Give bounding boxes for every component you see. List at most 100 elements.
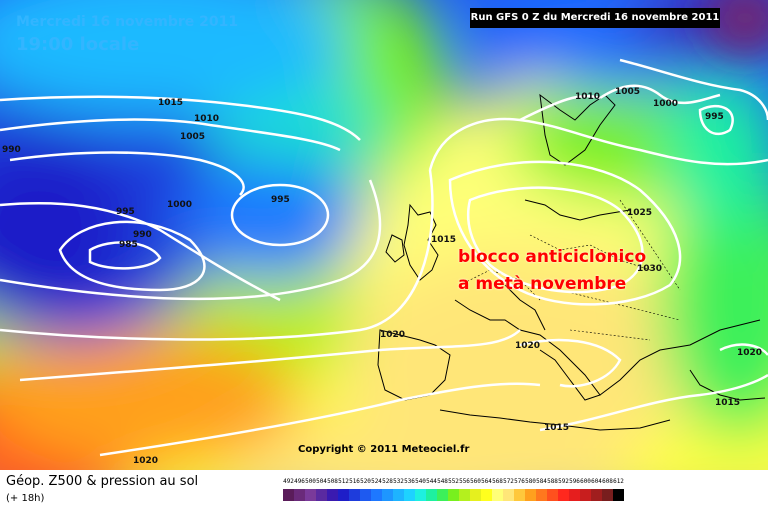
scale-swatch <box>305 489 316 501</box>
scale-swatch <box>415 489 426 501</box>
coastlines <box>377 93 766 431</box>
isobars <box>0 58 768 457</box>
scale-label: 568 <box>492 478 503 485</box>
isobar-label: 1030 <box>637 264 663 274</box>
scale-swatch <box>558 489 569 501</box>
scale-label: 516 <box>349 478 360 485</box>
scale-label: 536 <box>404 478 415 485</box>
scale-swatch <box>327 489 338 501</box>
isobar-label: 1000 <box>167 200 193 210</box>
scale-swatch <box>393 489 404 501</box>
scale-label: 524 <box>371 478 382 485</box>
isobar-label: 1000 <box>653 99 679 109</box>
isobar-label: 990 <box>133 230 152 240</box>
isobar-label: 1020 <box>380 330 406 340</box>
scale-label: 512 <box>338 478 349 485</box>
parameter-title: Géop. Z500 & pression au sol <box>6 474 199 489</box>
forecast-hour: (+ 18h) <box>6 493 45 504</box>
copyright-notice: Copyright © 2011 Meteociel.fr <box>298 444 470 455</box>
scale-swatch <box>448 489 459 501</box>
scale-label: 600 <box>580 478 591 485</box>
scale-swatch <box>294 489 305 501</box>
color-scale <box>283 489 624 501</box>
scale-swatch <box>569 489 580 501</box>
scale-label: 532 <box>393 478 404 485</box>
geopotential-field <box>0 0 768 470</box>
scale-label: 548 <box>437 478 448 485</box>
isobar-label: 985 <box>119 240 138 250</box>
model-run-label: Run GFS 0 Z du Mercredi 16 novembre 2011 <box>470 8 720 28</box>
isobar-label: 1015 <box>158 98 184 108</box>
map-local-time: 19:00 locale <box>16 34 140 55</box>
cold-core <box>705 0 768 53</box>
scale-label: 520 <box>360 478 371 485</box>
scale-label: 608 <box>602 478 613 485</box>
scale-swatch <box>371 489 382 501</box>
scale-label: 592 <box>558 478 569 485</box>
isobar-label: 1010 <box>575 92 601 102</box>
scale-swatch <box>459 489 470 501</box>
scale-label: 612 <box>613 478 624 485</box>
isobar-label: 995 <box>705 112 724 122</box>
map-date: Mercredi 16 novembre 2011 <box>16 14 239 30</box>
scale-label: 508 <box>327 478 338 485</box>
scale-swatch <box>536 489 547 501</box>
scale-swatch <box>360 489 371 501</box>
isobar-label: 1005 <box>180 132 206 142</box>
scale-swatch <box>613 489 624 501</box>
annotation-line-1: blocco anticiclonico <box>458 247 647 267</box>
scale-label: 580 <box>525 478 536 485</box>
scale-swatch <box>338 489 349 501</box>
scale-swatch <box>316 489 327 501</box>
scale-label: 556 <box>459 478 470 485</box>
scale-swatch <box>503 489 514 501</box>
scale-swatch <box>547 489 558 501</box>
scale-swatch <box>283 489 294 501</box>
scale-swatch <box>492 489 503 501</box>
scale-label: 572 <box>503 478 514 485</box>
annotation-line-2: a metà novembre <box>458 274 627 294</box>
isobar-label: 990 <box>2 145 21 155</box>
isobar-label: 1020 <box>515 341 541 351</box>
scale-label: 576 <box>514 478 525 485</box>
isobar-label: 995 <box>271 195 290 205</box>
scale-swatch <box>437 489 448 501</box>
scale-swatch <box>481 489 492 501</box>
scale-label: 504 <box>316 478 327 485</box>
scale-label: 544 <box>426 478 437 485</box>
scale-label: 584 <box>536 478 547 485</box>
scale-swatch <box>426 489 437 501</box>
isobar-label: 1015 <box>431 235 457 245</box>
isobar-label: 1025 <box>627 208 653 218</box>
scale-swatch <box>349 489 360 501</box>
scale-label: 528 <box>382 478 393 485</box>
scale-swatch <box>382 489 393 501</box>
scale-swatch <box>514 489 525 501</box>
isobar-label: 1005 <box>615 87 641 97</box>
color-scale-labels: 492 496 500 504 508 512 516 520 524 528 532 536 540 5… <box>283 478 624 485</box>
isobar-label: 1020 <box>737 348 763 358</box>
scale-swatch <box>602 489 613 501</box>
scale-label: 596 <box>569 478 580 485</box>
z500-map-canvas <box>0 0 768 470</box>
scale-label: 492 <box>283 478 294 485</box>
scale-swatch <box>525 489 536 501</box>
isobar-label: 1010 <box>194 114 220 124</box>
scale-label: 540 <box>415 478 426 485</box>
isobar-label: 995 <box>116 207 135 217</box>
scale-label: 604 <box>591 478 602 485</box>
scale-label: 496 <box>294 478 305 485</box>
scale-swatch <box>591 489 602 501</box>
isobar-label: 1015 <box>715 398 741 408</box>
scale-label: 560 <box>470 478 481 485</box>
scale-swatch <box>580 489 591 501</box>
isobar-label: 1015 <box>544 423 570 433</box>
scale-swatch <box>404 489 415 501</box>
scale-label: 500 <box>305 478 316 485</box>
isobar-label: 1020 <box>133 456 159 466</box>
scale-label: 552 <box>448 478 459 485</box>
scale-label: 588 <box>547 478 558 485</box>
scale-label: 564 <box>481 478 492 485</box>
scale-swatch <box>470 489 481 501</box>
